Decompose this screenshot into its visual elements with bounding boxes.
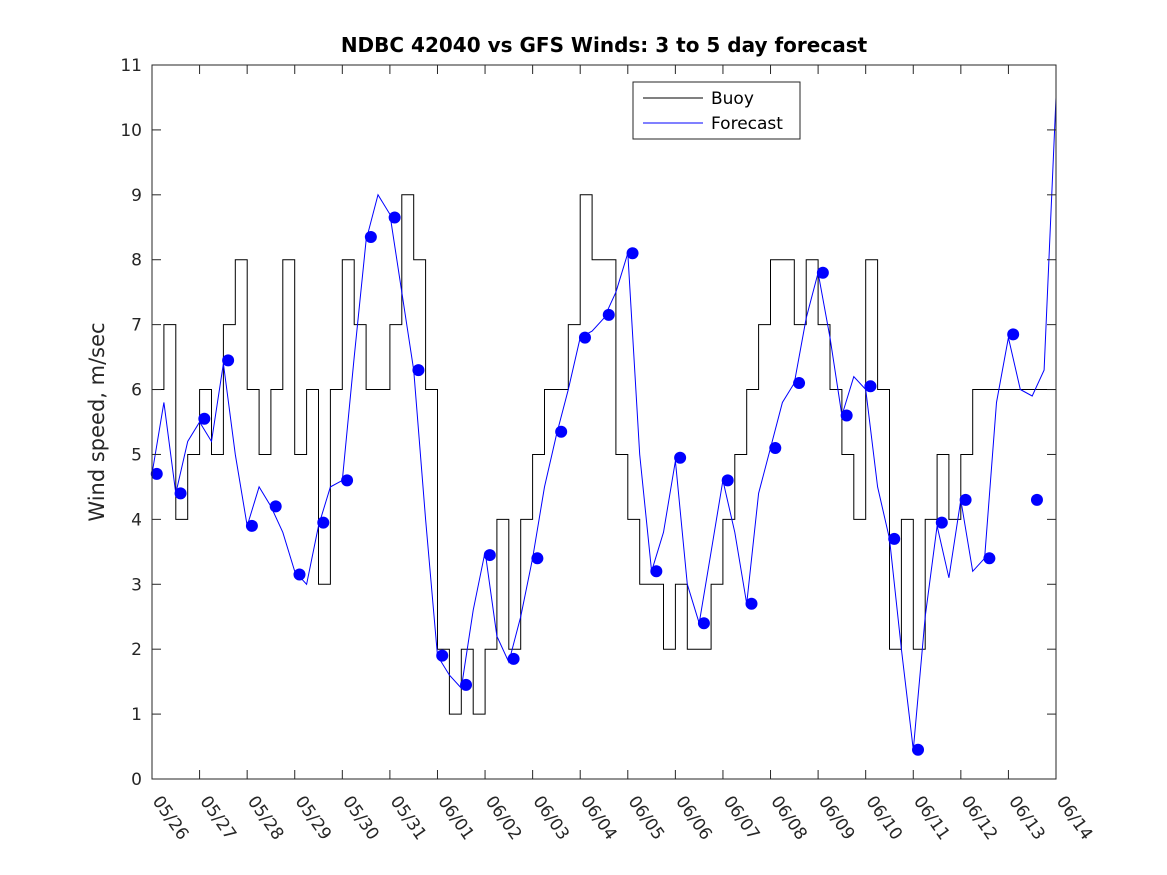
forecast-point <box>222 354 235 367</box>
forecast-point <box>174 487 187 500</box>
forecast-point <box>626 247 639 260</box>
y-tick-label: 11 <box>120 56 142 76</box>
forecast-point <box>341 474 354 487</box>
x-tick-label: 05/29 <box>291 792 335 844</box>
forecast-point <box>198 412 211 425</box>
y-tick-label: 10 <box>120 121 142 141</box>
y-axis-label: Wind speed, m/sec <box>85 322 109 521</box>
x-tick-label: 06/04 <box>576 792 620 844</box>
y-tick-label: 6 <box>131 381 142 401</box>
forecast-point <box>1007 328 1020 341</box>
forecast-point <box>317 516 330 529</box>
y-axis: 0 1 2 3 4 5 6 7 8 9 10 11 <box>120 56 1056 790</box>
forecast-point <box>793 377 806 390</box>
x-tick-label: 06/08 <box>766 792 810 844</box>
x-tick-label: 06/11 <box>909 792 953 844</box>
forecast-point <box>555 425 568 438</box>
chart-title: NDBC 42040 vs GFS Winds: 3 to 5 day fore… <box>341 33 868 57</box>
legend-label-buoy: Buoy <box>711 89 754 109</box>
forecast-point <box>1030 493 1043 506</box>
forecast-point <box>912 743 925 756</box>
forecast-point <box>150 467 163 480</box>
forecast-point <box>245 519 258 532</box>
y-tick-label: 5 <box>131 445 142 465</box>
y-tick-label: 9 <box>131 186 142 206</box>
forecast-point <box>769 441 782 454</box>
forecast-point <box>959 493 972 506</box>
legend: Buoy Forecast <box>632 81 801 140</box>
x-tick-label: 05/26 <box>148 792 192 844</box>
x-tick-label: 06/13 <box>1004 792 1048 844</box>
y-tick-label: 3 <box>131 575 142 595</box>
legend-label-forecast: Forecast <box>711 114 783 134</box>
forecast-point <box>602 308 615 321</box>
x-tick-label: 06/01 <box>433 792 477 844</box>
y-tick-label: 2 <box>131 640 142 660</box>
forecast-point <box>888 532 901 545</box>
forecast-point <box>388 211 401 224</box>
x-tick-label: 05/31 <box>386 792 430 844</box>
x-tick-label: 05/28 <box>243 792 287 844</box>
plot-area <box>152 65 1056 779</box>
forecast-point <box>269 500 282 513</box>
series-layer <box>150 97 1057 756</box>
forecast-point <box>674 451 687 464</box>
x-tick-label: 06/07 <box>719 792 763 844</box>
x-tick-label: 06/12 <box>957 792 1001 844</box>
forecast-point <box>364 231 377 244</box>
forecast-point <box>460 678 473 691</box>
legend-box <box>632 81 801 140</box>
forecast-point <box>697 617 710 630</box>
forecast-point <box>864 380 877 393</box>
forecast-point <box>578 331 591 344</box>
y-tick-label: 8 <box>131 251 142 271</box>
forecast-point <box>507 652 520 665</box>
forecast-point <box>721 474 734 487</box>
forecast-point <box>293 568 306 581</box>
forecast-point <box>745 597 758 610</box>
forecast-point <box>816 266 829 279</box>
y-tick-label: 0 <box>131 770 142 790</box>
forecast-point <box>436 649 449 662</box>
y-tick-label: 1 <box>131 705 142 725</box>
forecast-point <box>483 549 496 562</box>
x-tick-label: 06/10 <box>862 792 906 844</box>
forecast-point <box>531 552 544 565</box>
x-tick-label: 06/05 <box>624 792 668 844</box>
x-tick-label: 06/03 <box>529 792 573 844</box>
forecast-point <box>650 565 663 578</box>
forecast-point <box>935 516 948 529</box>
forecast-point <box>840 409 853 422</box>
x-tick-label: 06/02 <box>481 792 525 844</box>
buoy-series-line <box>152 194 1056 715</box>
x-tick-label: 06/09 <box>814 792 858 844</box>
y-tick-label: 4 <box>131 510 142 530</box>
x-tick-label: 05/27 <box>195 792 239 844</box>
y-tick-label: 7 <box>131 316 142 336</box>
x-tick-label: 06/06 <box>671 792 715 844</box>
x-tick-label: 05/30 <box>338 792 382 844</box>
forecast-point <box>983 552 996 565</box>
x-tick-label: 06/14 <box>1052 792 1096 844</box>
forecast-point <box>412 364 425 377</box>
axes-box <box>151 64 1057 780</box>
